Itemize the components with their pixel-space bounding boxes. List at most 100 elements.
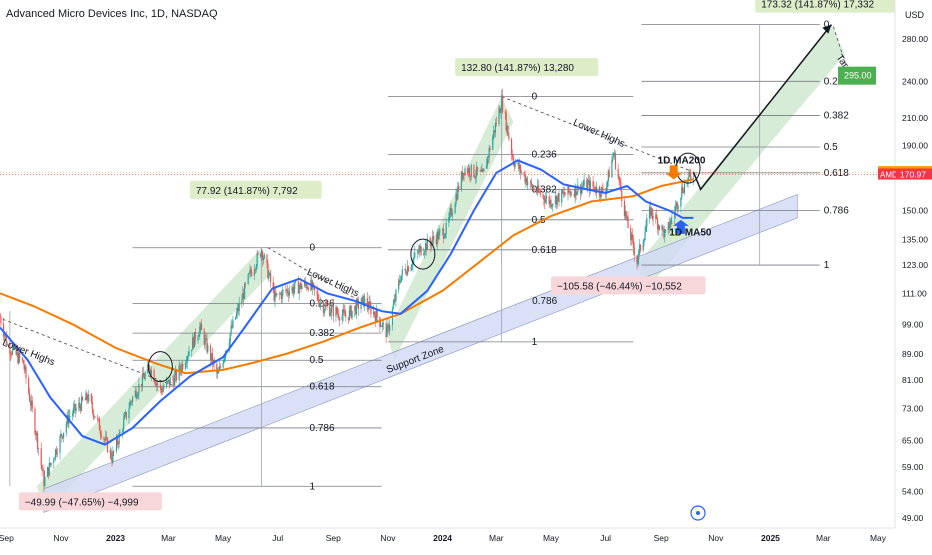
- candle-body: [232, 319, 234, 328]
- candle-body: [230, 325, 232, 334]
- candle-body: [455, 194, 457, 205]
- fib-1-label-4: 0.618: [310, 382, 335, 393]
- candle-body: [611, 160, 613, 178]
- candle-body: [626, 216, 628, 219]
- candle-body: [320, 302, 322, 304]
- candle-body: [5, 335, 7, 345]
- candle-body: [242, 292, 244, 300]
- candle-body: [486, 156, 488, 166]
- candle-body: [301, 285, 303, 289]
- candle-body: [125, 411, 127, 419]
- candle-body: [360, 304, 362, 309]
- fib-2-label-1: 0.236: [532, 149, 557, 160]
- x-tick-14: 2025: [761, 533, 780, 543]
- candle-body: [174, 375, 176, 386]
- candle-body: [4, 335, 6, 337]
- candle-body: [467, 168, 470, 174]
- candle-body: [398, 280, 401, 283]
- candle-body: [532, 188, 534, 189]
- candle-body: [631, 234, 634, 239]
- candle-body: [450, 208, 453, 216]
- candle-body: [683, 183, 686, 193]
- candle-body: [135, 390, 137, 399]
- candle-body: [482, 169, 484, 172]
- candle-body: [122, 430, 124, 432]
- candle-body: [46, 467, 49, 477]
- candle-body: [12, 345, 15, 349]
- candle-body: [363, 295, 365, 307]
- rise-label-3: 173.32 (141.87%) 17,332: [761, 0, 874, 11]
- candle-body: [567, 186, 569, 195]
- candle-body: [681, 187, 683, 198]
- rise-label-bg-3: [755, 0, 899, 13]
- candle-body: [426, 238, 428, 251]
- candle-body: [348, 309, 350, 321]
- candle-body: [642, 241, 644, 251]
- candle-body: [432, 236, 434, 241]
- candle-body: [19, 353, 21, 358]
- candle-body: [248, 273, 250, 275]
- candle-body: [285, 290, 287, 291]
- candle-body: [235, 312, 238, 318]
- candle-body: [326, 305, 328, 307]
- candle-body: [433, 236, 435, 240]
- candle-body: [97, 418, 100, 420]
- candle-body: [479, 170, 481, 172]
- candle-body: [329, 306, 331, 316]
- candle-body: [66, 415, 68, 424]
- candle-body: [330, 306, 333, 313]
- candle-body: [172, 378, 174, 380]
- candle-body: [0, 316, 2, 324]
- candle-body: [173, 379, 175, 386]
- candle-body: [306, 287, 308, 289]
- candle-body: [405, 269, 407, 274]
- candle-body: [254, 269, 256, 271]
- candle-body: [589, 180, 591, 191]
- candle-body: [417, 251, 419, 253]
- candle-body: [200, 323, 203, 331]
- candle-body: [50, 462, 52, 466]
- candle-body: [619, 179, 621, 182]
- candle-body: [638, 250, 640, 260]
- candle-body: [580, 187, 583, 194]
- candle-body: [106, 436, 108, 439]
- candle-body: [256, 253, 258, 267]
- candle-body: [504, 111, 506, 113]
- candle-body: [105, 436, 107, 440]
- candle-body: [282, 290, 284, 291]
- candle-body: [518, 162, 520, 170]
- candle-body: [514, 162, 516, 168]
- candle-body: [144, 373, 146, 380]
- candle-body: [275, 292, 277, 296]
- candle-body: [576, 192, 578, 196]
- candle-body: [293, 288, 295, 294]
- x-tick-7: Nov: [380, 533, 396, 543]
- candle-body: [644, 232, 646, 240]
- candle-body: [2, 323, 5, 337]
- candle-body: [549, 200, 551, 204]
- candle-body: [467, 168, 469, 174]
- candle-body: [599, 195, 601, 197]
- candle-body: [276, 293, 278, 296]
- candle-body: [601, 187, 603, 189]
- candle-body: [570, 192, 572, 195]
- highlight-circle-1: [147, 351, 173, 383]
- candle-body: [606, 181, 609, 187]
- candle-body: [338, 313, 340, 319]
- candle-body: [630, 227, 632, 241]
- candle-body: [80, 406, 82, 411]
- candle-body: [419, 246, 421, 249]
- fib-1-label-2: 0.382: [310, 328, 335, 339]
- candle-body: [442, 228, 445, 239]
- lower-highs-line-1: [2, 318, 177, 388]
- candle-body: [100, 433, 102, 438]
- candle-body: [602, 188, 604, 194]
- candle-body: [169, 378, 171, 386]
- candle-body: [260, 253, 262, 257]
- candle-body: [181, 363, 183, 372]
- candle-body: [217, 370, 220, 374]
- candle-body: [564, 194, 566, 196]
- fib-1-label-3: 0.5: [310, 355, 324, 366]
- candle-body: [562, 192, 565, 194]
